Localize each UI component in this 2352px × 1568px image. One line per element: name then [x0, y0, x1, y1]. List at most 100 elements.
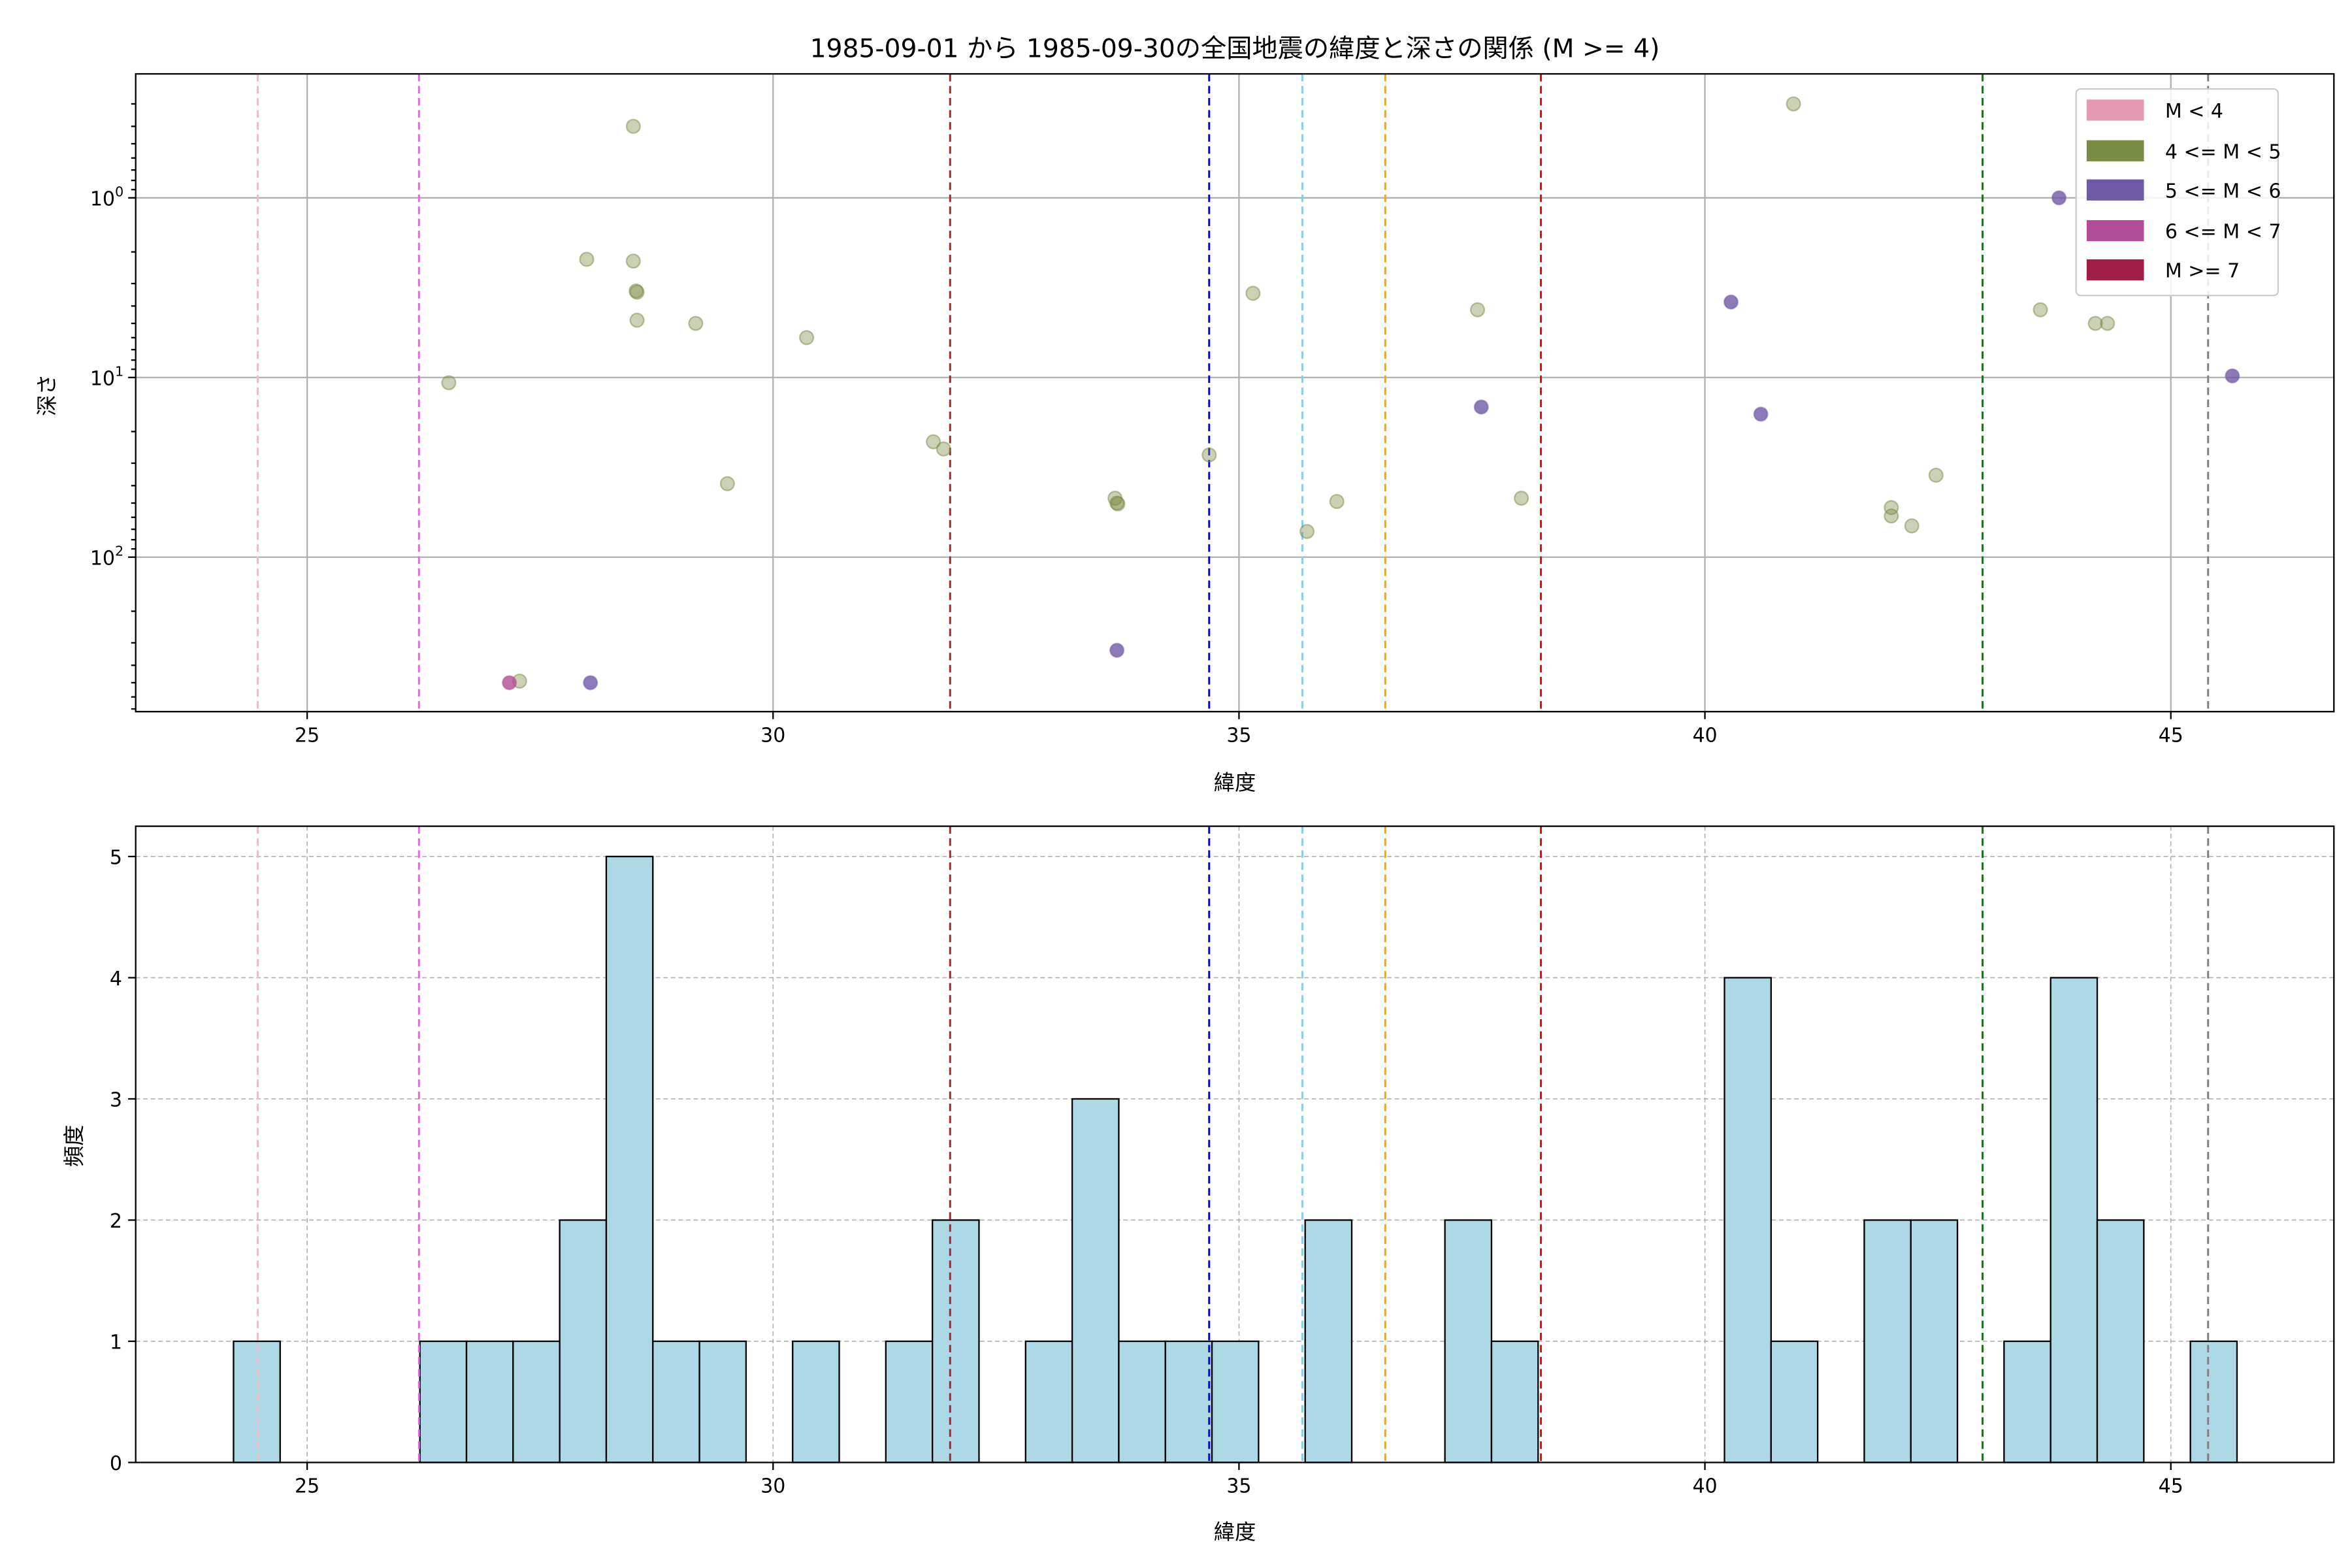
- legend-label: M >= 7: [2165, 260, 2240, 283]
- data-point: [1904, 518, 1919, 534]
- histogram-bar: [1071, 1098, 1120, 1463]
- legend-swatch: [2086, 140, 2144, 161]
- x-tick-label: 35: [1226, 1475, 1251, 1498]
- x-tick-label: 25: [295, 724, 319, 747]
- data-point: [1514, 491, 1529, 506]
- legend-label: 5 <= M < 6: [2165, 180, 2281, 203]
- histogram-bar: [932, 1219, 980, 1463]
- data-point: [688, 316, 704, 331]
- data-point: [719, 476, 735, 491]
- data-point: [1201, 447, 1217, 463]
- y-tick-label: 3: [110, 1089, 122, 1112]
- data-point: [1753, 406, 1769, 422]
- plot-frame: [135, 825, 2335, 1463]
- data-point: [799, 330, 815, 346]
- histogram-bar: [698, 1340, 747, 1463]
- data-point: [936, 441, 951, 457]
- data-point: [2087, 316, 2103, 331]
- data-point: [2033, 302, 2048, 318]
- histogram-bar: [419, 1340, 468, 1463]
- data-point: [2100, 316, 2115, 331]
- scatter-y-label: 深さ: [35, 374, 59, 416]
- histogram-bar: [1770, 1340, 1819, 1463]
- legend-label: 4 <= M < 5: [2165, 140, 2281, 163]
- data-point: [502, 675, 517, 691]
- histogram-bar: [1118, 1340, 1166, 1463]
- y-tick-label: 100: [90, 184, 123, 211]
- histogram-bar: [885, 1340, 934, 1463]
- x-tick-label: 45: [2159, 1475, 2183, 1498]
- histogram-bar: [512, 1340, 561, 1463]
- legend-swatch: [2086, 179, 2144, 201]
- data-point: [1245, 286, 1261, 301]
- histogram-bar: [2096, 1219, 2145, 1463]
- data-point: [1299, 523, 1315, 540]
- data-point: [2225, 368, 2240, 384]
- histogram-x-label: 緯度: [1214, 1520, 1256, 1544]
- y-tick-label: 101: [90, 363, 123, 390]
- plot-frame: [135, 73, 2335, 713]
- data-point: [1723, 294, 1739, 310]
- legend-entry: 6 <= M < 7: [2086, 220, 2281, 244]
- data-point: [583, 675, 598, 691]
- data-point: [1110, 496, 1126, 512]
- data-point: [1109, 642, 1125, 658]
- data-point: [1884, 508, 1899, 524]
- y-tick-label: 1: [110, 1331, 122, 1354]
- histogram-bar: [1863, 1219, 1912, 1463]
- y-tick-label: 4: [110, 968, 122, 990]
- data-point: [1928, 467, 1944, 483]
- legend-swatch: [2086, 259, 2144, 281]
- histogram-bar: [1444, 1219, 1493, 1463]
- histogram-bar: [2003, 1340, 2051, 1463]
- data-point: [441, 375, 457, 391]
- x-tick-label: 30: [760, 724, 785, 747]
- data-point: [1473, 399, 1489, 415]
- y-tick-label: 102: [90, 543, 123, 570]
- histogram-bar: [2050, 977, 2099, 1463]
- chart-title: 1985-09-01 から 1985-09-30の全国地震の緯度と深さの関係 (…: [810, 35, 1660, 64]
- histogram-y-label: 頻度: [62, 1125, 87, 1168]
- histogram-bar: [1164, 1340, 1213, 1463]
- data-point: [1329, 494, 1345, 510]
- y-tick-label: 5: [110, 847, 122, 870]
- x-tick-label: 40: [1692, 1475, 1717, 1498]
- data-point: [1470, 302, 1486, 318]
- histogram-bar: [465, 1340, 514, 1463]
- x-tick-label: 40: [1692, 724, 1717, 747]
- data-point: [629, 284, 645, 300]
- histogram-bar: [2189, 1340, 2238, 1463]
- data-point: [1786, 96, 1801, 112]
- data-point: [629, 312, 645, 328]
- y-tick-label: 0: [110, 1452, 122, 1475]
- x-tick-label: 25: [295, 1475, 319, 1498]
- data-point: [1884, 500, 1899, 515]
- histogram-bar: [605, 855, 654, 1463]
- y-tick-label: 2: [110, 1210, 122, 1233]
- histogram-bar: [559, 1219, 608, 1463]
- histogram-bar: [1490, 1340, 1539, 1463]
- legend-label: 6 <= M < 7: [2165, 221, 2281, 244]
- histogram-bar: [1723, 977, 1772, 1463]
- histogram-bar: [1304, 1219, 1353, 1463]
- histogram-bar: [1910, 1219, 1959, 1463]
- histogram-bar: [1211, 1340, 1260, 1463]
- legend-entry: M >= 7: [2086, 259, 2240, 283]
- data-point: [2051, 190, 2067, 206]
- legend-entry: 5 <= M < 6: [2086, 179, 2281, 203]
- histogram-bar: [792, 1340, 840, 1463]
- legend: M < 4 4 <= M < 5 5 <= M < 6 6 <= M < 7 M…: [2075, 88, 2281, 297]
- legend-label: M < 4: [2165, 100, 2223, 123]
- scatter-x-label: 緯度: [1214, 770, 1256, 795]
- legend-swatch: [2086, 220, 2144, 242]
- legend-entry: 4 <= M < 5: [2086, 140, 2281, 163]
- data-point: [625, 253, 641, 269]
- histogram-bar: [1024, 1340, 1073, 1463]
- legend-entry: M < 4: [2086, 99, 2223, 123]
- x-tick-label: 30: [760, 1475, 785, 1498]
- data-point: [579, 252, 595, 267]
- data-point: [926, 434, 941, 449]
- data-point: [625, 118, 641, 134]
